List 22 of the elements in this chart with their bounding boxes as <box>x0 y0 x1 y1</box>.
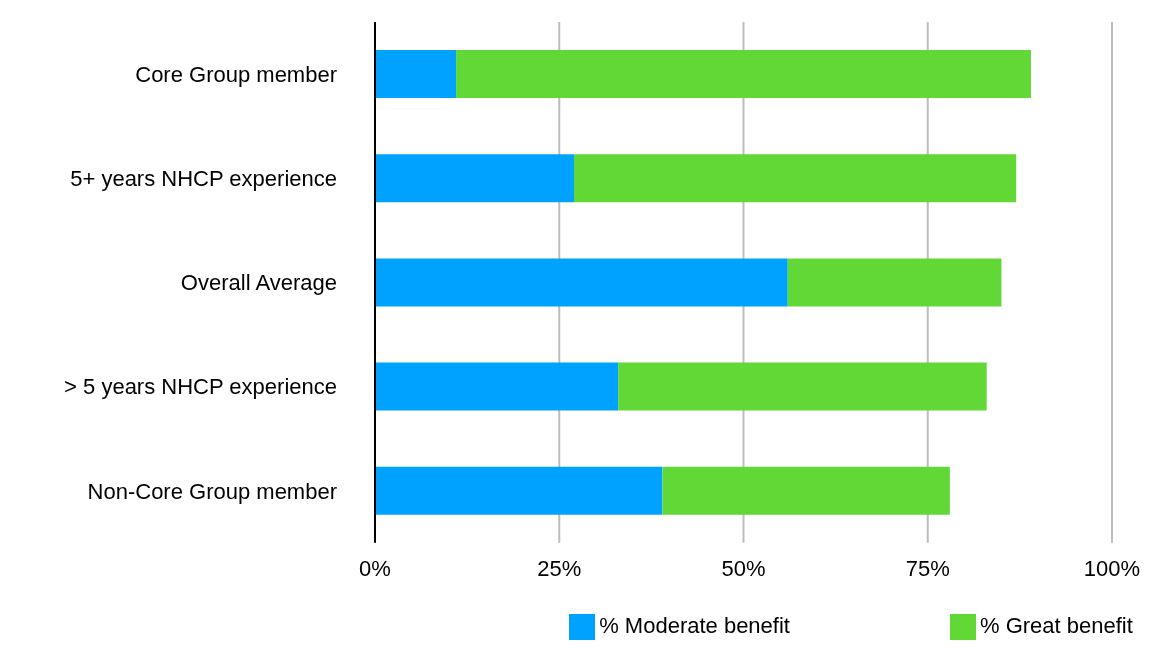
y-tick-label: 5+ years NHCP experience <box>70 166 337 192</box>
y-tick-label: Core Group member <box>135 61 337 87</box>
bar <box>375 466 663 515</box>
bar <box>573 154 1017 203</box>
legend-label: % Great benefit <box>979 612 1133 638</box>
legend-label: % Moderate benefit <box>599 612 790 638</box>
x-tick-label: 0% <box>359 556 391 582</box>
bar <box>456 50 1031 99</box>
bar <box>618 362 987 411</box>
x-tick-label: 100% <box>1083 556 1141 582</box>
y-tick-label: Overall Average <box>180 270 337 296</box>
x-tick-label: 25% <box>537 556 582 582</box>
bar <box>375 50 457 99</box>
x-tick-label: 75% <box>905 556 950 582</box>
y-tick-label: Non-Core Group member <box>87 478 337 504</box>
bar <box>375 258 788 307</box>
x-tick-label: 50% <box>721 556 766 582</box>
bar <box>787 258 1002 307</box>
y-tick-label: > 5 years NHCP experience <box>64 374 337 400</box>
bar <box>375 362 619 411</box>
bar <box>662 466 950 515</box>
bar <box>375 154 574 203</box>
